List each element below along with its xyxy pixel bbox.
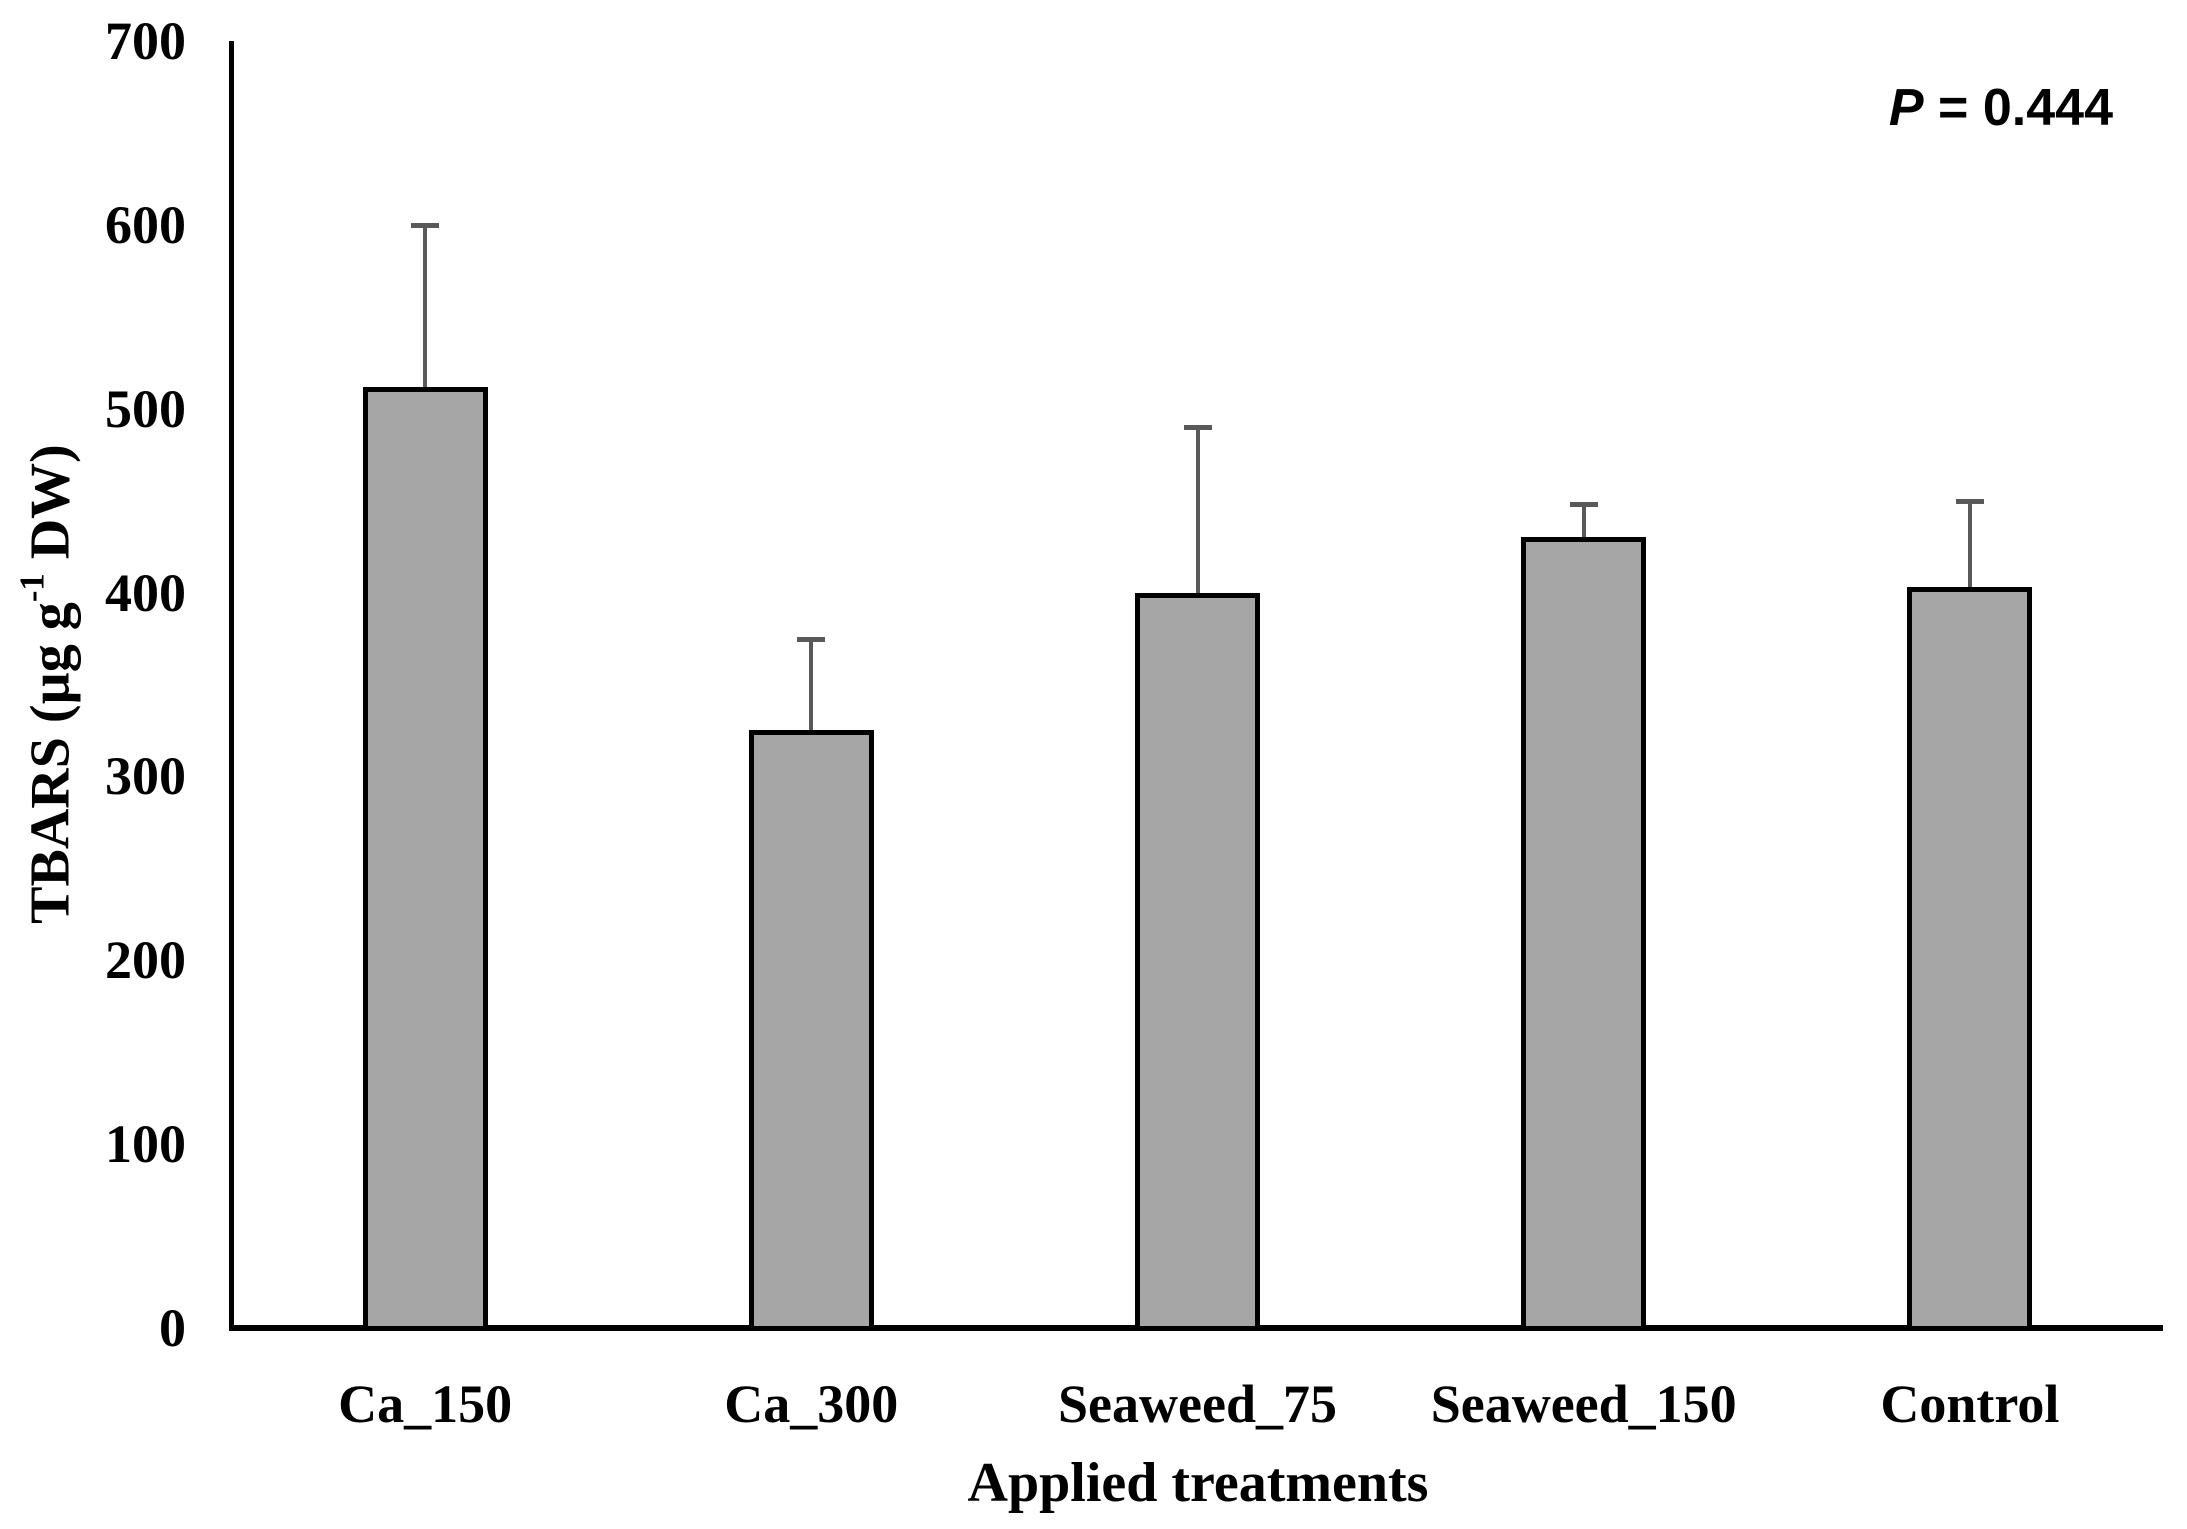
error-bar-line xyxy=(1195,427,1200,593)
p-value-text: = 0.444 xyxy=(1923,79,2113,137)
x-tick-label: Ca_150 xyxy=(338,1374,513,1434)
y-tick-label: 100 xyxy=(105,1114,186,1175)
p-value-annotation: P = 0.444 xyxy=(1889,80,2113,136)
y-axis-title: TBARS (µg g-1 DW) xyxy=(9,444,82,924)
y-tick-label: 300 xyxy=(105,746,186,807)
y-tick-label: 500 xyxy=(105,378,186,439)
error-bar-cap xyxy=(1183,425,1212,431)
y-tick-label: 400 xyxy=(105,562,186,623)
error-bar-line xyxy=(423,224,428,387)
bar xyxy=(1135,592,1260,1331)
error-bar-cap xyxy=(1569,502,1598,508)
y-tick-label: 200 xyxy=(105,930,186,991)
error-bar-line xyxy=(1581,504,1586,538)
bar xyxy=(1907,587,2033,1331)
x-tick-label: Seaweed_150 xyxy=(1430,1374,1737,1434)
y-tick-label: 0 xyxy=(159,1298,186,1358)
bar xyxy=(362,386,488,1331)
error-bar-line xyxy=(809,638,814,731)
x-axis-title: Applied treatments xyxy=(967,1452,1429,1514)
x-tick-label: Seaweed_75 xyxy=(1058,1374,1337,1434)
error-bar-cap xyxy=(1955,498,1984,504)
bar xyxy=(1521,537,1647,1331)
y-axis-line xyxy=(229,41,234,1331)
y-tick-label: 600 xyxy=(105,194,186,255)
error-bar-line xyxy=(1967,500,1972,588)
y-axis-title-suffix: DW) xyxy=(19,444,82,574)
x-tick-label: Ca_300 xyxy=(724,1374,899,1434)
error-bar-cap xyxy=(797,636,826,642)
bar xyxy=(748,730,874,1331)
x-tick-label: Control xyxy=(1880,1374,2060,1434)
error-bar-cap xyxy=(411,222,440,228)
p-value-symbol: P xyxy=(1888,79,1924,137)
y-tick-label: 700 xyxy=(105,11,186,71)
